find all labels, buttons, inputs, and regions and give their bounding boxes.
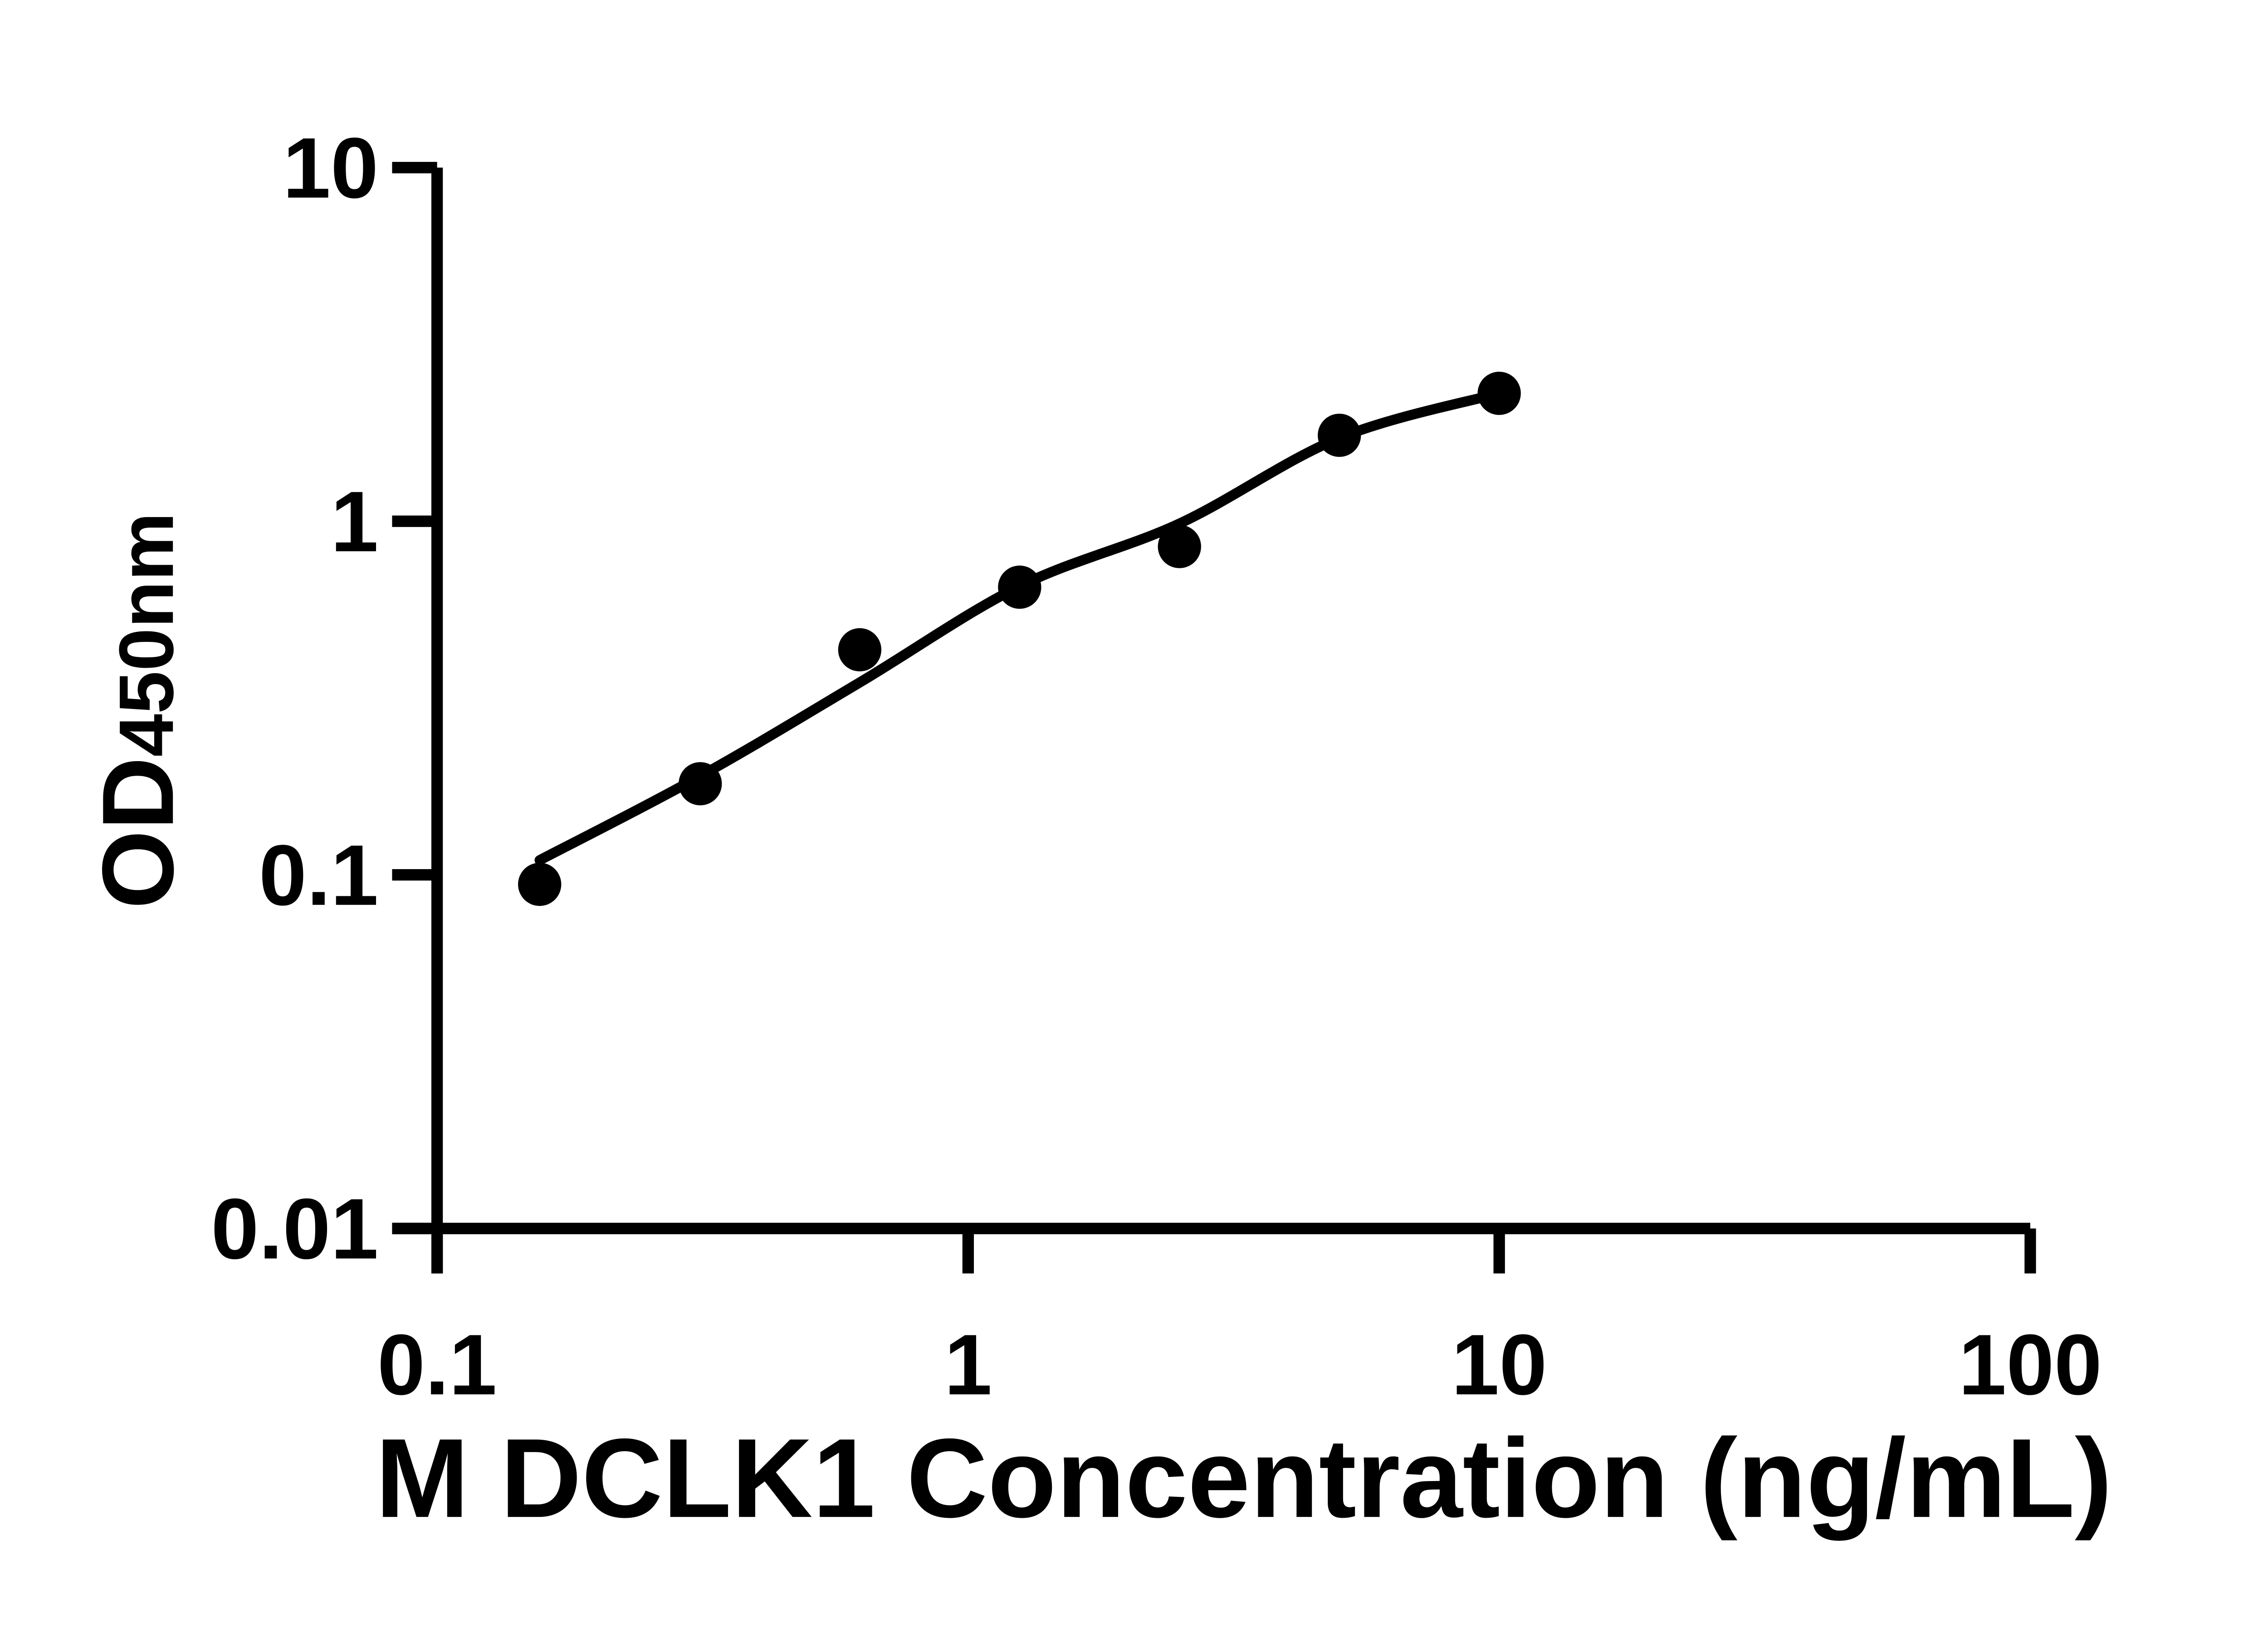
data-point-7 [1477, 372, 1521, 415]
data-point-1 [518, 862, 562, 906]
data-point-2 [679, 762, 722, 806]
y-tick-label-10: 10 [283, 120, 378, 216]
data-point-5 [1158, 525, 1201, 568]
y-axis-title: OD450nm [82, 512, 195, 909]
plot-area: 10 1 0.1 0.01 0.1 1 10 100 [0, 22, 2268, 1611]
x-tick-label-100: 100 [1959, 1317, 2102, 1413]
x-tick-label-0.1: 0.1 [377, 1317, 497, 1413]
x-tick-label-1: 1 [944, 1317, 992, 1413]
data-point-3 [838, 628, 882, 672]
data-point-6 [1318, 414, 1361, 457]
x-axis-title: M DCLK1 Concentration (ng/mL) [376, 1415, 2112, 1541]
data-point-4 [998, 565, 1041, 609]
y-tick-label-0.01: 0.01 [211, 1181, 378, 1277]
y-axis-title-sub: 450nm [103, 512, 190, 757]
x-tick-label-10: 10 [1452, 1317, 1547, 1413]
y-axis-title-main: OD [82, 757, 195, 909]
y-tick-label-0.1: 0.1 [259, 827, 379, 924]
y-tick-label-1: 1 [331, 474, 378, 570]
figure-background [0, 22, 2268, 1611]
